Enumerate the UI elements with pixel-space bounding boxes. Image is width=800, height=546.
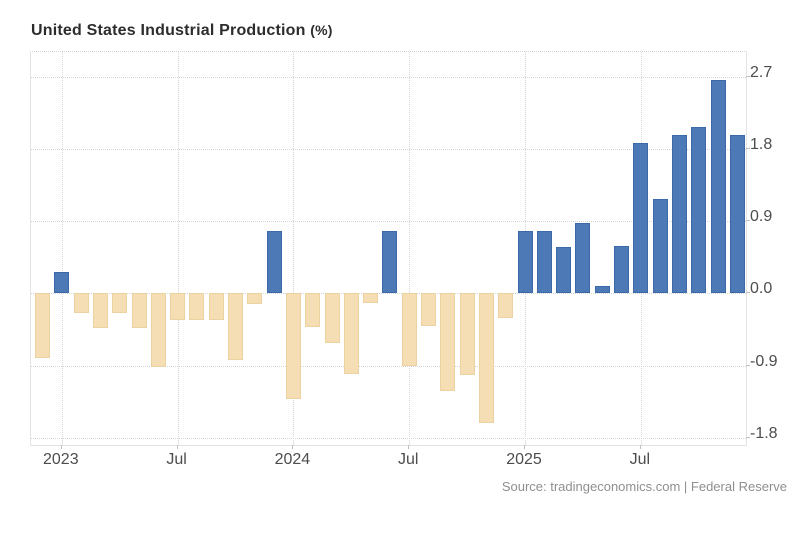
gridline-y-0.0 — [31, 293, 746, 295]
y-axis-label-0.9: 0.9 — [750, 208, 773, 226]
x-axis-label-Jul: Jul — [397, 451, 419, 468]
x-axis-tick — [60, 445, 62, 449]
bar-apr-2023[interactable] — [112, 293, 128, 313]
x-axis-label-Jul: Jul — [166, 451, 187, 468]
bar-feb-2025[interactable] — [536, 230, 552, 294]
y-axis-label-1.8: 1.8 — [750, 136, 773, 153]
bar-aug-2024[interactable] — [421, 293, 436, 327]
bar-nov-2023[interactable] — [247, 293, 263, 304]
bar-may-2023[interactable] — [131, 293, 147, 328]
chart-title: United States Industrial Production (%) — [31, 22, 333, 40]
y-axis-tick — [746, 220, 750, 222]
bar-dec-2023[interactable] — [266, 230, 282, 294]
y-axis-tick — [746, 148, 750, 149]
bar-jan-2024[interactable] — [285, 293, 301, 400]
gridline-y-0.9 — [31, 221, 746, 223]
x-axis-tick — [408, 445, 410, 449]
gridline-x-Jul — [409, 52, 411, 445]
bar-oct-2025[interactable] — [691, 127, 707, 294]
y-axis-tick — [746, 436, 750, 438]
y-axis-label--0.9: -0.9 — [750, 352, 778, 370]
x-axis-label-2025: 2025 — [506, 451, 542, 468]
bar-apr-2025[interactable] — [575, 222, 591, 294]
bar-jun-2024[interactable] — [382, 230, 398, 294]
y-axis-label--1.8: -1.8 — [750, 424, 778, 442]
y-axis-tick — [746, 75, 750, 77]
bar-jan-2023[interactable] — [54, 271, 70, 294]
bar-oct-2023[interactable] — [228, 293, 243, 360]
gridline-x-2024 — [293, 52, 295, 445]
bar-may-2024[interactable] — [363, 293, 379, 303]
bar-nov-2024[interactable] — [478, 293, 494, 424]
bar-oct-2024[interactable] — [459, 293, 475, 376]
bar-jun-2023[interactable] — [150, 293, 166, 368]
bar-may-2025[interactable] — [594, 286, 610, 294]
gridline-y--1.8 — [31, 437, 746, 439]
bar-feb-2023[interactable] — [73, 293, 89, 313]
bar-jul-2023[interactable] — [170, 293, 186, 320]
y-axis-tick — [746, 292, 750, 294]
bar-mar-2024[interactable] — [324, 293, 340, 344]
bar-mar-2023[interactable] — [92, 293, 108, 328]
x-axis-label-2024: 2024 — [274, 451, 311, 468]
y-axis-label-2.7: 2.7 — [750, 63, 773, 81]
x-axis-tick — [292, 445, 294, 449]
gridline-x-Jul — [177, 52, 179, 445]
bar-dec-2022[interactable] — [35, 293, 50, 359]
gridline-y--0.9 — [31, 365, 746, 367]
bar-aug-2023[interactable] — [189, 293, 205, 320]
chart-title-unit: (%) — [310, 22, 333, 38]
bar-sep-2023[interactable] — [208, 293, 224, 320]
bar-jul-2024[interactable] — [401, 293, 417, 366]
bar-apr-2024[interactable] — [343, 293, 359, 375]
bar-nov-2025[interactable] — [710, 80, 726, 294]
y-axis-label-0.0: 0.0 — [750, 280, 773, 298]
bar-dec-2024[interactable] — [498, 293, 514, 319]
gridline-y-2.7 — [31, 76, 746, 78]
bar-sep-2025[interactable] — [671, 134, 687, 294]
bar-jan-2025[interactable] — [517, 230, 533, 294]
bar-jun-2025[interactable] — [614, 246, 629, 294]
bar-jul-2025[interactable] — [633, 143, 649, 294]
plot-area — [30, 51, 747, 446]
bar-aug-2025[interactable] — [652, 198, 668, 294]
y-axis-tick — [746, 364, 750, 366]
x-axis-tick — [524, 445, 525, 449]
x-axis-tick — [176, 445, 178, 449]
bar-dec-2025[interactable] — [729, 134, 745, 294]
bar-feb-2024[interactable] — [305, 293, 321, 328]
x-axis-label-Jul: Jul — [629, 451, 651, 468]
chart-title-text: United States Industrial Production — [31, 22, 306, 39]
source-credit[interactable]: Source: tradingeconomics.com | Federal R… — [501, 479, 787, 494]
x-axis-tick — [639, 445, 641, 449]
bar-mar-2025[interactable] — [556, 246, 572, 294]
x-axis-label-2023: 2023 — [43, 451, 79, 468]
gridline-y-1.8 — [31, 149, 746, 150]
bar-sep-2024[interactable] — [440, 293, 456, 392]
gridline-x-2023 — [61, 52, 63, 445]
